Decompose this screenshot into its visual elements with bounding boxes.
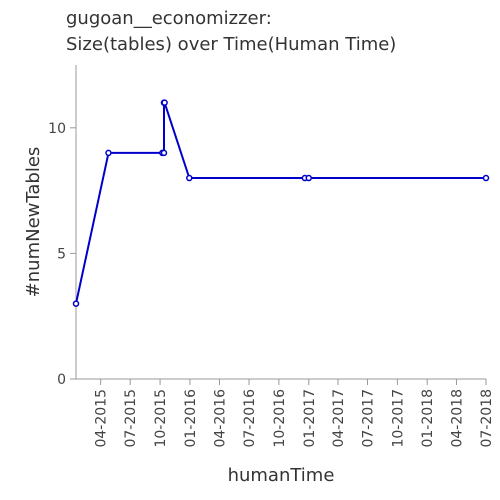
y-tick-label: 0 <box>57 372 66 388</box>
x-tick-label: 10-2015 <box>153 389 169 448</box>
chart-title-line-2: Size(tables) over Time(Human Time) <box>66 34 397 55</box>
data-point <box>105 149 112 157</box>
data-point <box>161 99 168 106</box>
chart-title: gugoan__economizzer: Size(tables) over T… <box>66 6 396 58</box>
data-point <box>482 174 490 182</box>
data-point <box>160 149 168 157</box>
x-tick-label: 04-2017 <box>331 389 347 448</box>
x-tick-label: 04-2018 <box>449 389 465 448</box>
y-tick-label: 5 <box>57 246 66 262</box>
x-axis-label: humanTime <box>228 465 335 486</box>
x-tick-label: 04-2016 <box>212 389 228 448</box>
x-tick-label: 01-2018 <box>420 389 436 448</box>
data-point <box>305 174 313 182</box>
chart-title-line-1: gugoan__economizzer: <box>66 8 272 29</box>
x-tick-label: 07-2016 <box>242 389 258 448</box>
x-tick-label: 04-2015 <box>94 389 110 448</box>
data-point <box>72 300 80 307</box>
x-tick-label: 07-2015 <box>123 389 139 448</box>
data-point <box>186 174 193 182</box>
x-tick-label: 07-2017 <box>361 389 377 448</box>
x-tick-label: 10-2016 <box>272 389 288 448</box>
x-tick-label: 01-2016 <box>183 389 199 448</box>
series-line <box>75 101 486 304</box>
y-tick-label: 10 <box>48 121 66 137</box>
x-tick-label: 01-2017 <box>302 389 318 448</box>
x-tick-label: 07-2018 <box>479 389 495 448</box>
y-axis-label: #numNewTables <box>23 147 44 298</box>
x-tick-label: 10-2017 <box>390 389 406 448</box>
